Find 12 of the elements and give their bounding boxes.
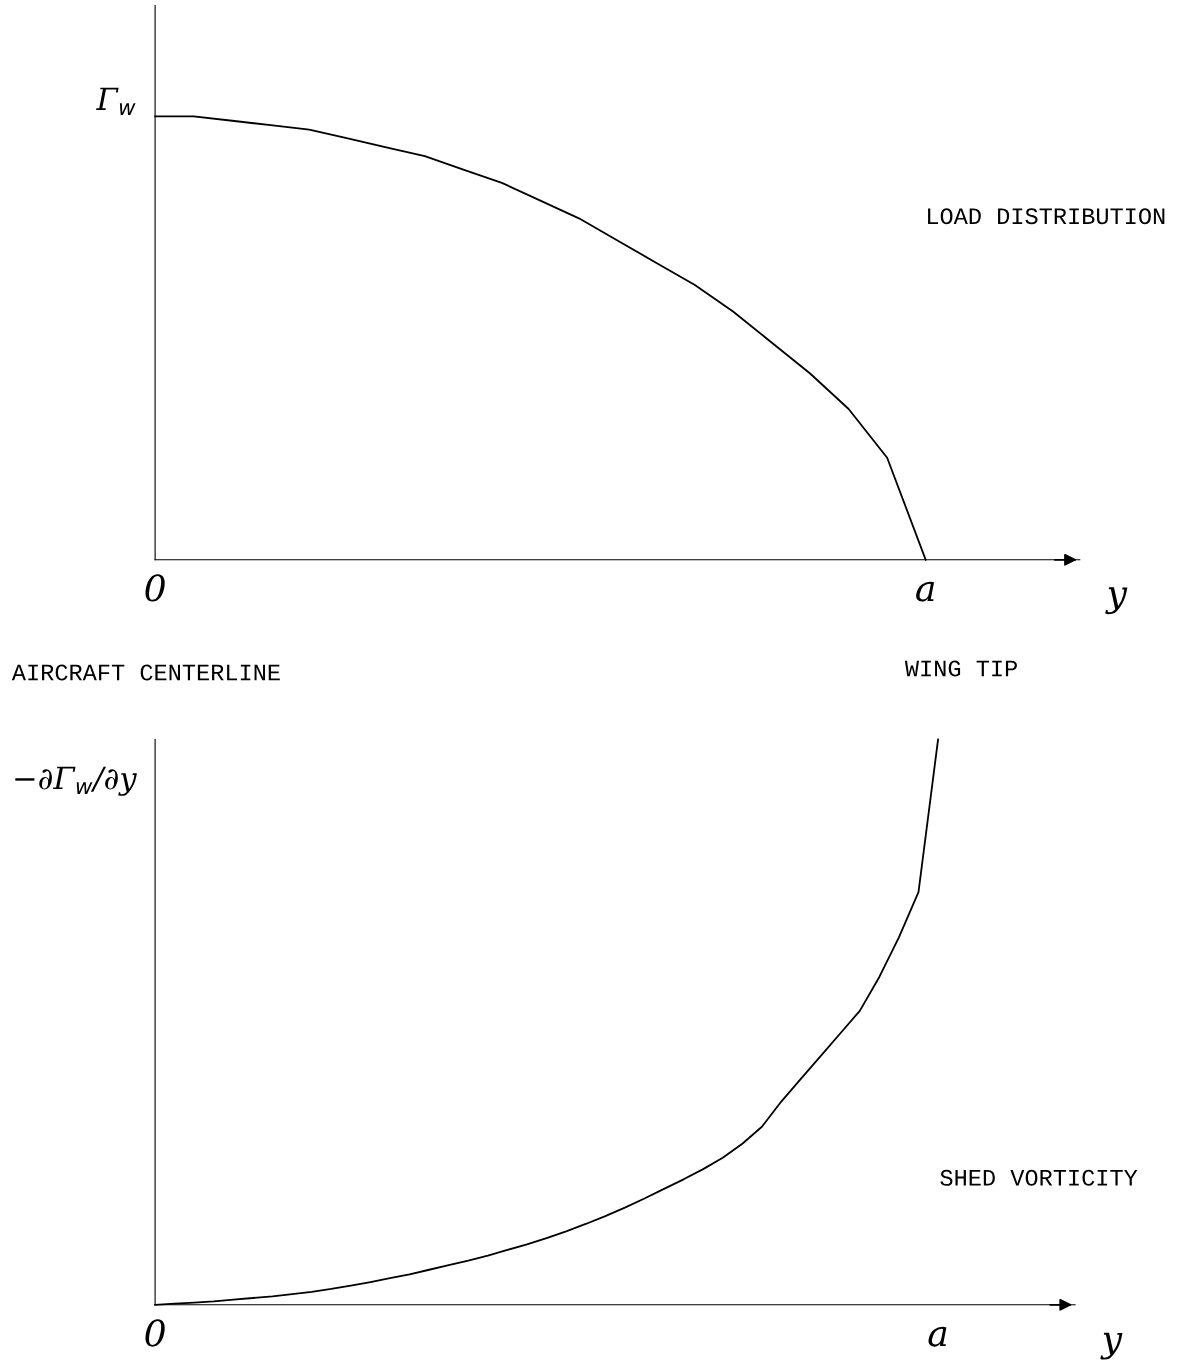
y-axis-title: Γ$_{w}$ xyxy=(96,87,136,115)
x-tick-label: a xyxy=(916,581,935,602)
annotation: SHED VORTICITY xyxy=(940,1169,1138,1186)
text: WING TIP xyxy=(904,660,1017,677)
y-axis-title: −∂Γ$_{w}$/∂y xyxy=(15,766,137,796)
x-axis-title: y xyxy=(1100,1332,1123,1360)
x-axis-title: y xyxy=(1105,587,1128,615)
x-tick-label: 0 xyxy=(145,1319,165,1347)
annotation: LOAD DISTRIBUTION xyxy=(928,208,1165,225)
x-tick-label: 0 xyxy=(145,574,165,602)
x-tick-label: a xyxy=(928,1326,947,1347)
text: AIRCRAFT CENTERLINE xyxy=(11,664,280,681)
